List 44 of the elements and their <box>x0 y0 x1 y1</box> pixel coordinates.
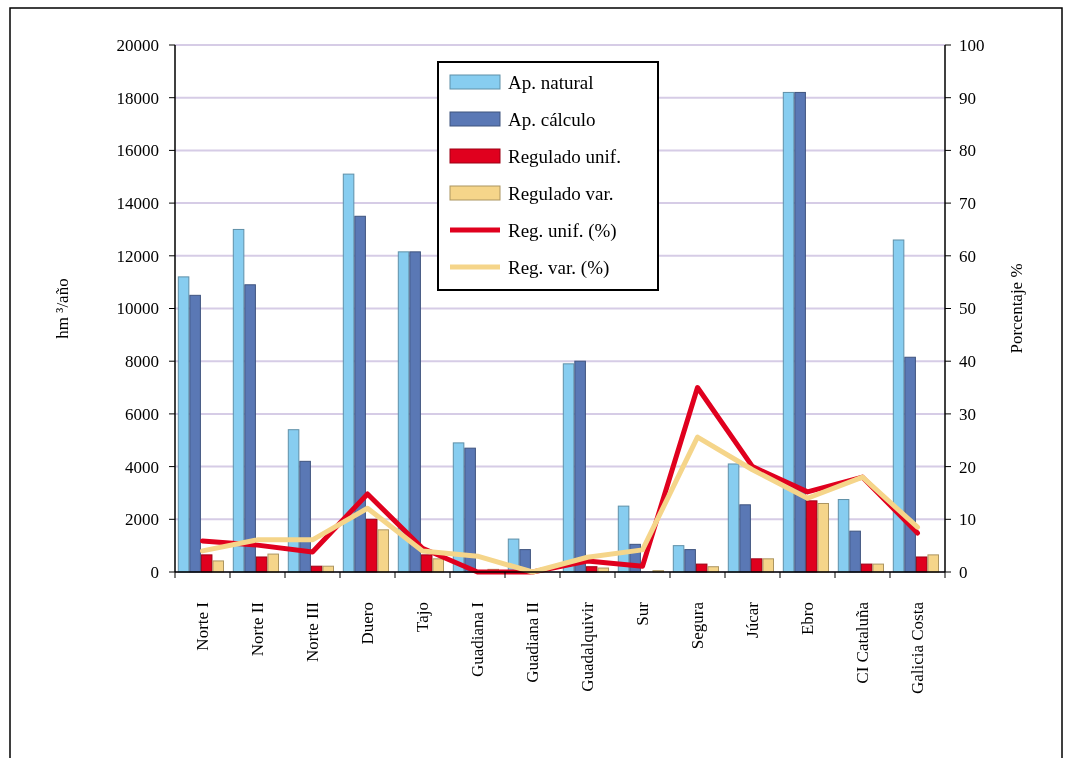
x-tick-label: CI Cataluña <box>853 601 873 684</box>
y2-tick-label: 0 <box>959 562 968 582</box>
y2-tick-label: 30 <box>959 404 976 424</box>
y-tick-label: 14000 <box>116 194 159 214</box>
legend-label: Reg. var. (%) <box>508 256 610 279</box>
y-tick-label: 16000 <box>116 141 159 161</box>
x-tick-label: Guadiana II <box>523 601 543 683</box>
y-tick-label: 8000 <box>125 352 159 372</box>
x-tick-label: Duero <box>358 602 378 645</box>
y2-tick-label: 50 <box>959 299 976 319</box>
y2-tick-label: 100 <box>959 35 985 55</box>
x-tick-label: Júcar <box>743 601 763 638</box>
x-tick-label: Tajo <box>413 602 433 632</box>
x-tick-label: Galicia Costa <box>908 601 928 695</box>
y2-tick-label: 10 <box>959 510 976 530</box>
legend-label: Ap. cálculo <box>508 108 596 130</box>
y-tick-label: 2000 <box>125 510 159 530</box>
x-tick-label: Segura <box>688 601 708 650</box>
legend-label: Regulado var. <box>508 182 614 204</box>
x-tick-label: Guadiana I <box>468 601 488 678</box>
legend-label: Ap. natural <box>508 71 594 93</box>
y-tick-label: 4000 <box>125 457 159 477</box>
y-tick-label: 0 <box>150 562 159 582</box>
x-tick-label: Ebro <box>798 602 818 636</box>
y2-tick-label: 20 <box>959 457 976 477</box>
y-axis-title: hm ³/año <box>53 278 72 339</box>
y-tick-label: 6000 <box>125 404 159 424</box>
x-tick-label: Guadalquivir <box>578 601 598 692</box>
legend-label: Reg. unif. (%) <box>508 219 617 242</box>
y2-tick-label: 40 <box>959 352 976 372</box>
y-tick-label: 20000 <box>116 35 159 55</box>
x-tick-label: Sur <box>633 601 653 626</box>
legend-label: Regulado unif. <box>508 145 621 167</box>
y2-tick-label: 60 <box>959 246 976 266</box>
x-tick-label: Norte III <box>303 601 323 662</box>
y-tick-label: 10000 <box>116 299 159 319</box>
y2-axis-title: Porcentaje % <box>1007 263 1026 354</box>
y-tick-label: 12000 <box>116 246 159 266</box>
y-tick-label: 18000 <box>116 88 159 108</box>
y2-tick-label: 90 <box>959 88 976 108</box>
x-tick-label: Norte II <box>248 601 268 657</box>
y2-tick-label: 80 <box>959 141 976 161</box>
y2-tick-label: 70 <box>959 194 976 214</box>
x-tick-label: Norte I <box>193 601 213 651</box>
